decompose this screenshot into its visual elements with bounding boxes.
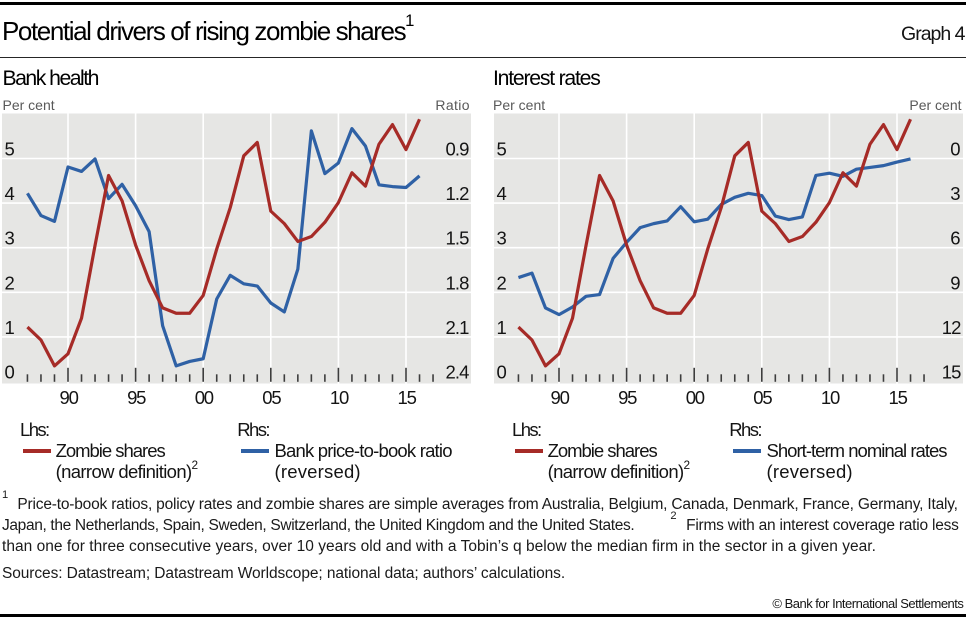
svg-text:95: 95 (127, 387, 146, 408)
svg-text:10: 10 (821, 387, 840, 408)
svg-text:00: 00 (195, 387, 214, 408)
svg-text:9: 9 (950, 272, 960, 293)
svg-text:15: 15 (398, 387, 417, 408)
svg-text:5: 5 (497, 139, 507, 160)
svg-text:1.5: 1.5 (445, 228, 469, 249)
svg-text:1.2: 1.2 (445, 183, 469, 204)
svg-text:0: 0 (497, 362, 507, 383)
svg-text:05: 05 (753, 387, 772, 408)
svg-text:15: 15 (889, 387, 908, 408)
svg-text:0.9: 0.9 (445, 139, 469, 160)
svg-text:90: 90 (60, 387, 79, 408)
svg-text:90: 90 (551, 387, 570, 408)
svg-text:05: 05 (262, 387, 281, 408)
svg-text:6: 6 (950, 228, 960, 249)
svg-text:95: 95 (618, 387, 637, 408)
svg-text:12: 12 (942, 317, 961, 338)
svg-text:2: 2 (5, 272, 15, 293)
svg-text:2: 2 (497, 272, 507, 293)
svg-text:3: 3 (5, 228, 15, 249)
svg-text:2.1: 2.1 (445, 317, 469, 338)
svg-text:00: 00 (686, 387, 705, 408)
svg-text:10: 10 (330, 387, 349, 408)
svg-text:5: 5 (5, 139, 15, 160)
svg-text:1: 1 (497, 317, 507, 338)
svg-text:3: 3 (950, 183, 960, 204)
svg-text:4: 4 (5, 183, 15, 204)
svg-text:1: 1 (5, 317, 15, 338)
svg-text:0: 0 (5, 362, 15, 383)
svg-text:1.8: 1.8 (445, 272, 469, 293)
svg-text:2.4: 2.4 (445, 362, 469, 383)
svg-text:15: 15 (942, 362, 961, 383)
svg-text:3: 3 (497, 228, 507, 249)
svg-text:4: 4 (497, 183, 507, 204)
svg-text:0: 0 (950, 139, 960, 160)
